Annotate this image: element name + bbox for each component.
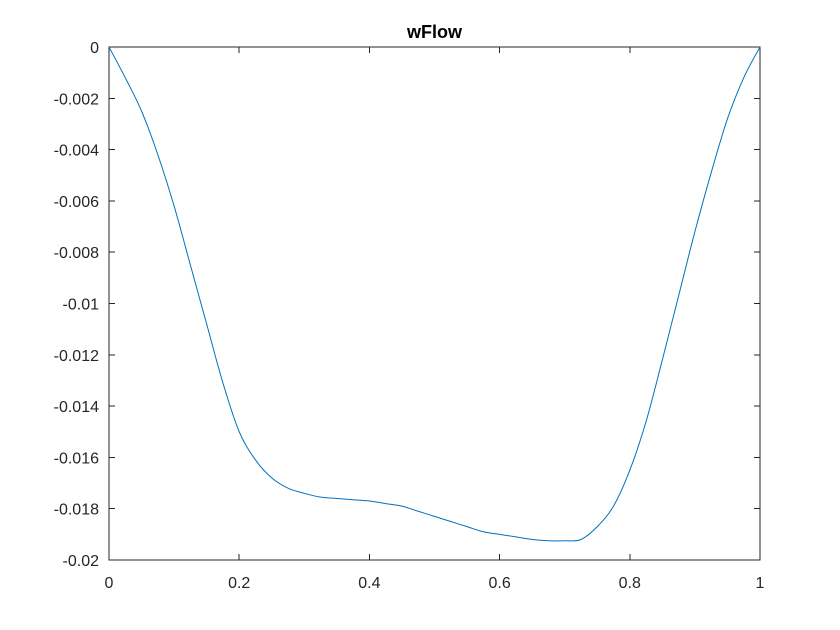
series-line — [108, 46, 761, 542]
x-tick-label: 0.4 — [358, 575, 380, 592]
y-tick-label: 0 — [90, 40, 99, 57]
x-tick-label: 0.8 — [619, 575, 641, 592]
y-tick-label: -0.004 — [54, 143, 99, 160]
y-tick-label: -0.016 — [54, 450, 99, 467]
y-tick-label: -0.014 — [54, 399, 99, 416]
y-tick-label: -0.012 — [54, 348, 99, 365]
y-tick-label: -0.002 — [54, 91, 99, 108]
x-tick-label: 0.6 — [488, 575, 510, 592]
y-axis: 0 -0.002 -0.004 -0.006 -0.008 -0.01 -0.012 -0.0… — [54, 40, 760, 570]
x-tick-label: 0 — [105, 575, 114, 592]
x-tick-label: 0.2 — [228, 575, 250, 592]
y-tick-label: -0.02 — [63, 553, 100, 570]
y-tick-label: -0.006 — [54, 194, 99, 211]
x-axis: 0 0.2 0.4 0.6 0.8 1 — [105, 47, 765, 592]
y-tick-label: -0.008 — [54, 245, 99, 262]
plot-area — [108, 46, 761, 561]
chart-title: wFlow — [406, 22, 463, 42]
x-tick-label: 1 — [756, 575, 765, 592]
y-tick-label: -0.018 — [54, 502, 99, 519]
y-tick-label: -0.01 — [63, 297, 100, 314]
